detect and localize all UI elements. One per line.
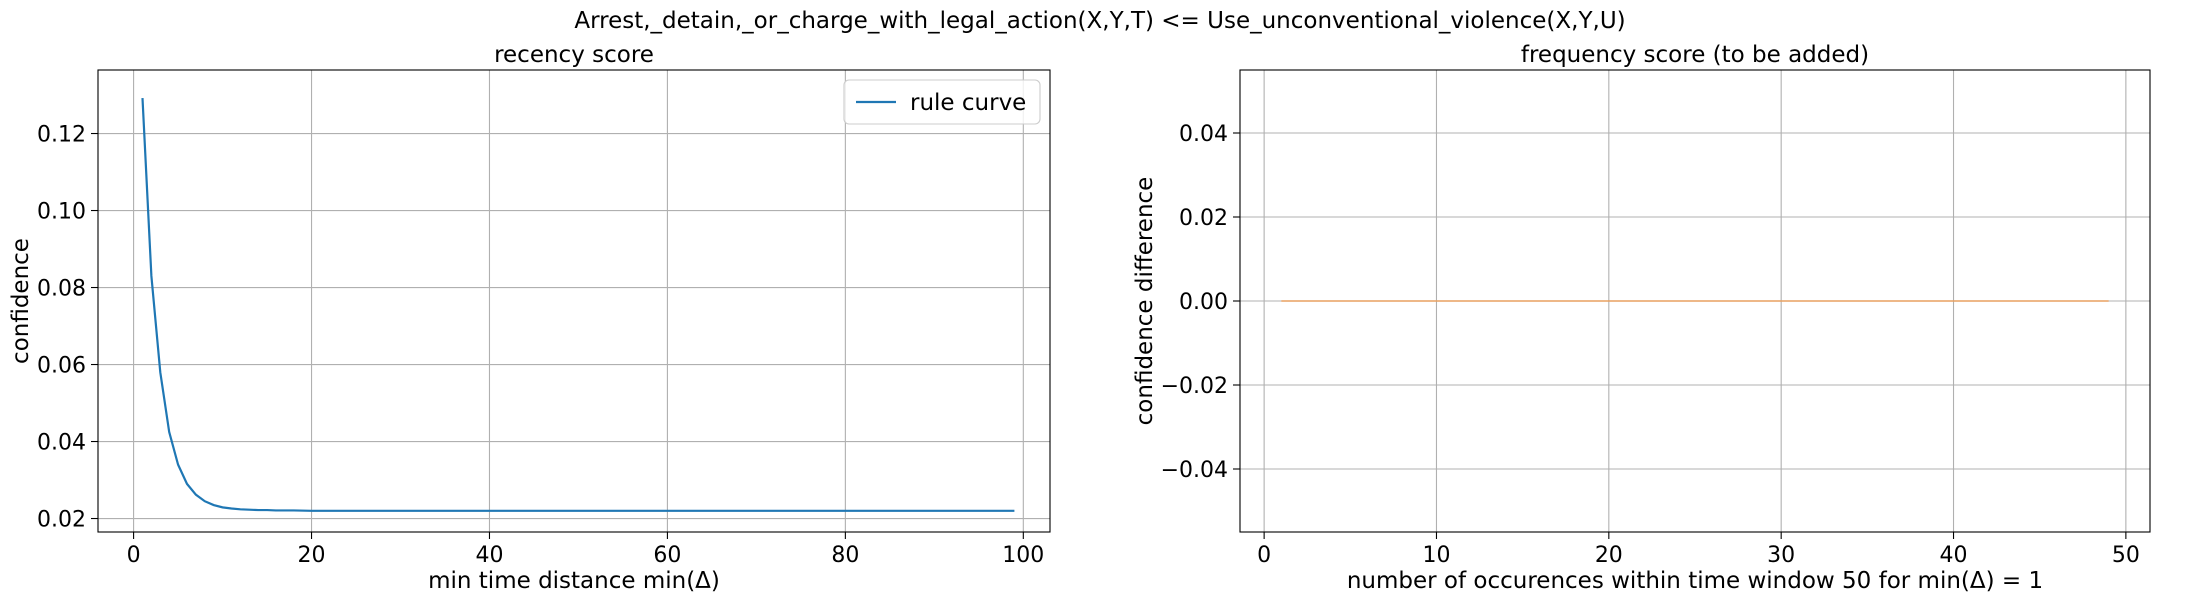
recency-x-axis-label: min time distance min(Δ) <box>428 568 720 594</box>
legend-label: rule curve <box>910 90 1026 116</box>
frequency-y-axis-label: confidence difference <box>1132 177 1158 426</box>
frequency-x-tick-label: 30 <box>1767 543 1795 568</box>
recency-y-axis-label: confidence <box>8 238 34 364</box>
frequency-x-tick-label: 0 <box>1257 543 1271 568</box>
frequency-y-tick-label: −0.04 <box>1161 458 1228 483</box>
recency-y-tick-label: 0.06 <box>37 354 86 379</box>
recency-legend: rule curve <box>843 79 1041 125</box>
recency-axes-frame <box>97 69 1051 533</box>
figure-suptitle: Arrest,_detain,_or_charge_with_legal_act… <box>574 8 1625 34</box>
frequency-x-tick-label: 40 <box>1940 543 1968 568</box>
recency-score-panel: 0 20 40 60 80 100 0.02 0.04 0.06 0.08 0.10 0.12 rece… <box>8 42 1051 594</box>
recency-y-tick-label: 0.10 <box>37 200 86 225</box>
recency-y-tick-label: 0.08 <box>37 277 86 302</box>
legend-box <box>843 79 1041 125</box>
frequency-y-tick-label: 0.02 <box>1179 206 1228 231</box>
recency-y-tick-label: 0.12 <box>37 123 86 148</box>
recency-y-tick-label: 0.04 <box>37 431 86 456</box>
frequency-x-tick-label: 10 <box>1422 543 1450 568</box>
frequency-axes-frame <box>1239 69 2151 533</box>
recency-x-tick-label: 60 <box>653 543 681 568</box>
frequency-x-tick-label: 20 <box>1595 543 1623 568</box>
recency-x-tick-label: 0 <box>127 543 141 568</box>
frequency-score-panel: 0 10 20 30 40 50 −0.04 −0.02 0.00 0.02 0.04 frequen… <box>1132 42 2151 594</box>
frequency-y-tick-label: −0.02 <box>1161 374 1228 399</box>
recency-x-tick-label: 80 <box>831 543 859 568</box>
frequency-y-tick-label: 0.04 <box>1179 122 1228 147</box>
frequency-x-tick-label: 50 <box>2112 543 2140 568</box>
recency-series-line <box>141 98 1015 512</box>
recency-y-tick-label: 0.02 <box>37 508 86 533</box>
recency-x-tick-label: 100 <box>1002 543 1044 568</box>
recency-x-tick-label: 20 <box>298 543 326 568</box>
recency-panel-title: recency score <box>494 42 654 68</box>
frequency-y-tick-label: 0.00 <box>1179 290 1228 315</box>
frequency-panel-title: frequency score (to be added) <box>1521 42 1869 68</box>
recency-x-tick-label: 40 <box>475 543 503 568</box>
frequency-x-axis-label: number of occurences within time window … <box>1347 568 2043 594</box>
